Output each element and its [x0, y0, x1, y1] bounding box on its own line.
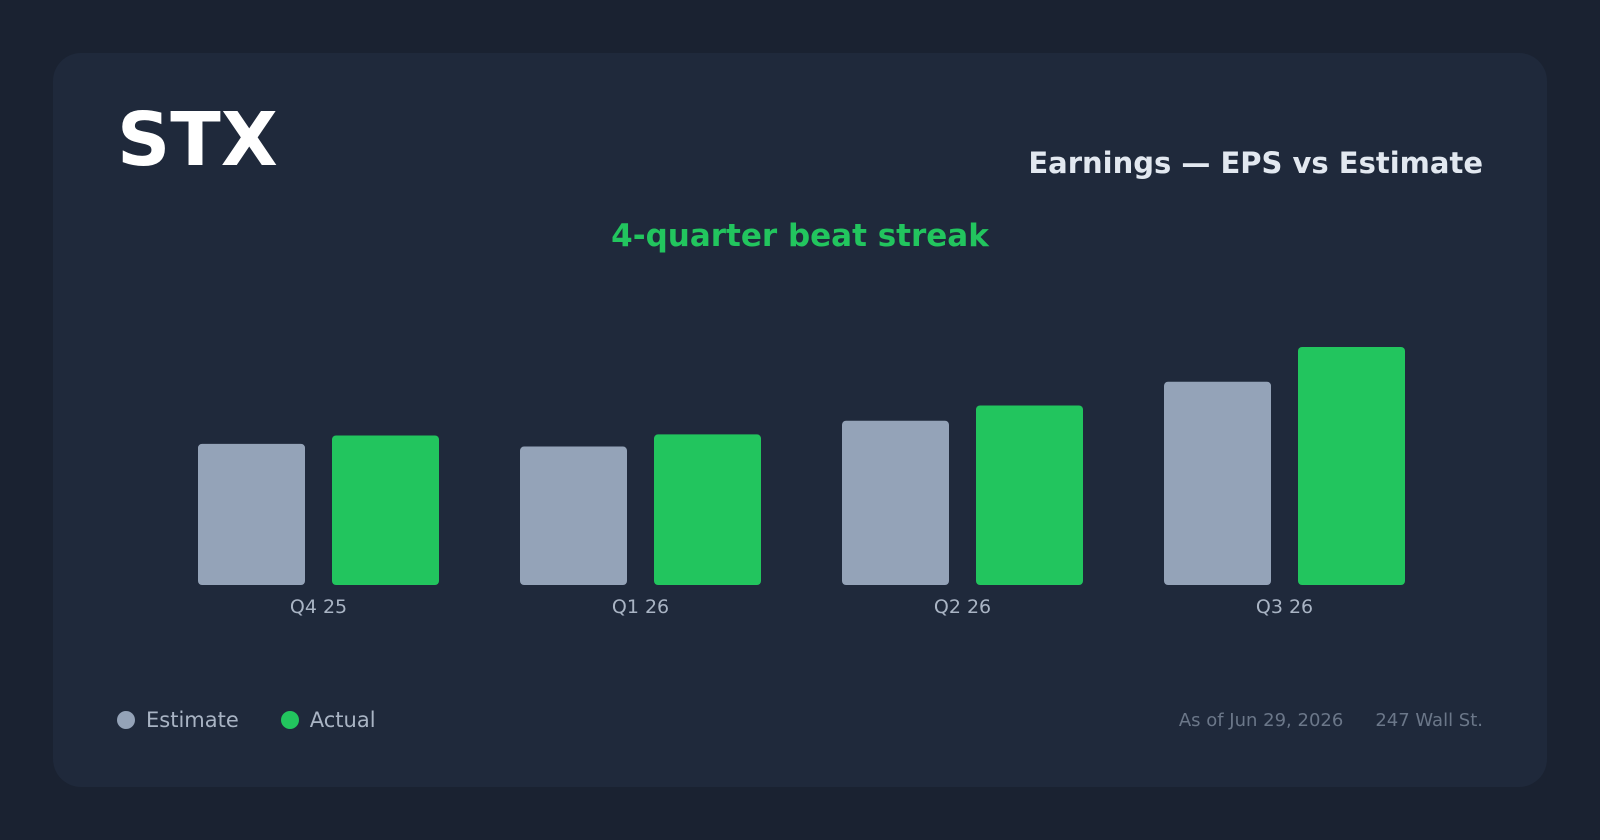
chart-subtitle: 4-quarter beat streak — [611, 218, 989, 254]
source-label: 247 Wall St. — [1375, 710, 1483, 731]
legend: Estimate Actual — [117, 708, 418, 732]
x-tick-label: Q1 26 — [612, 596, 669, 618]
bar-actual-q4-25 — [332, 435, 439, 585]
bar-chart: Q4 25 Q1 26 Q2 26 Q3 26 — [198, 347, 1405, 618]
legend-item-actual: Actual — [280, 708, 376, 732]
bar-estimate-q3-26 — [1164, 381, 1271, 585]
legend-dot-estimate — [117, 711, 135, 729]
bar-estimate-q1-26 — [520, 446, 627, 585]
chart-card: STX Earnings — EPS vs Estimate 4-quarter… — [53, 53, 1547, 787]
bar-actual-q2-26 — [976, 405, 1083, 585]
as-of-date: As of Jun 29, 2026 — [1178, 710, 1344, 731]
chart-title: Earnings — EPS vs Estimate — [1028, 146, 1483, 180]
ticker-symbol: STX — [117, 97, 278, 183]
legend-dot-actual — [280, 711, 299, 729]
bar-actual-q3-26 — [1298, 347, 1405, 585]
legend-item-estimate: Estimate — [117, 708, 239, 732]
bar-actual-q1-26 — [654, 434, 761, 585]
bar-estimate-q4-25 — [198, 443, 305, 585]
legend-label-estimate: Estimate — [146, 708, 239, 732]
footer: As of Jun 29, 2026 247 Wall St. — [1179, 710, 1483, 731]
x-tick-label: Q4 25 — [290, 596, 347, 618]
bar-estimate-q2-26 — [842, 420, 949, 585]
x-tick-label: Q3 26 — [1256, 596, 1313, 618]
x-tick-label: Q2 26 — [934, 596, 991, 618]
legend-label-actual: Actual — [309, 708, 376, 732]
